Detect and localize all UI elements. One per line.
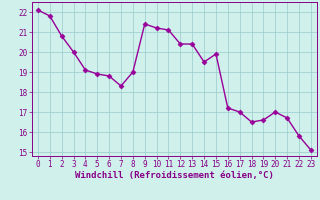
X-axis label: Windchill (Refroidissement éolien,°C): Windchill (Refroidissement éolien,°C) bbox=[75, 171, 274, 180]
